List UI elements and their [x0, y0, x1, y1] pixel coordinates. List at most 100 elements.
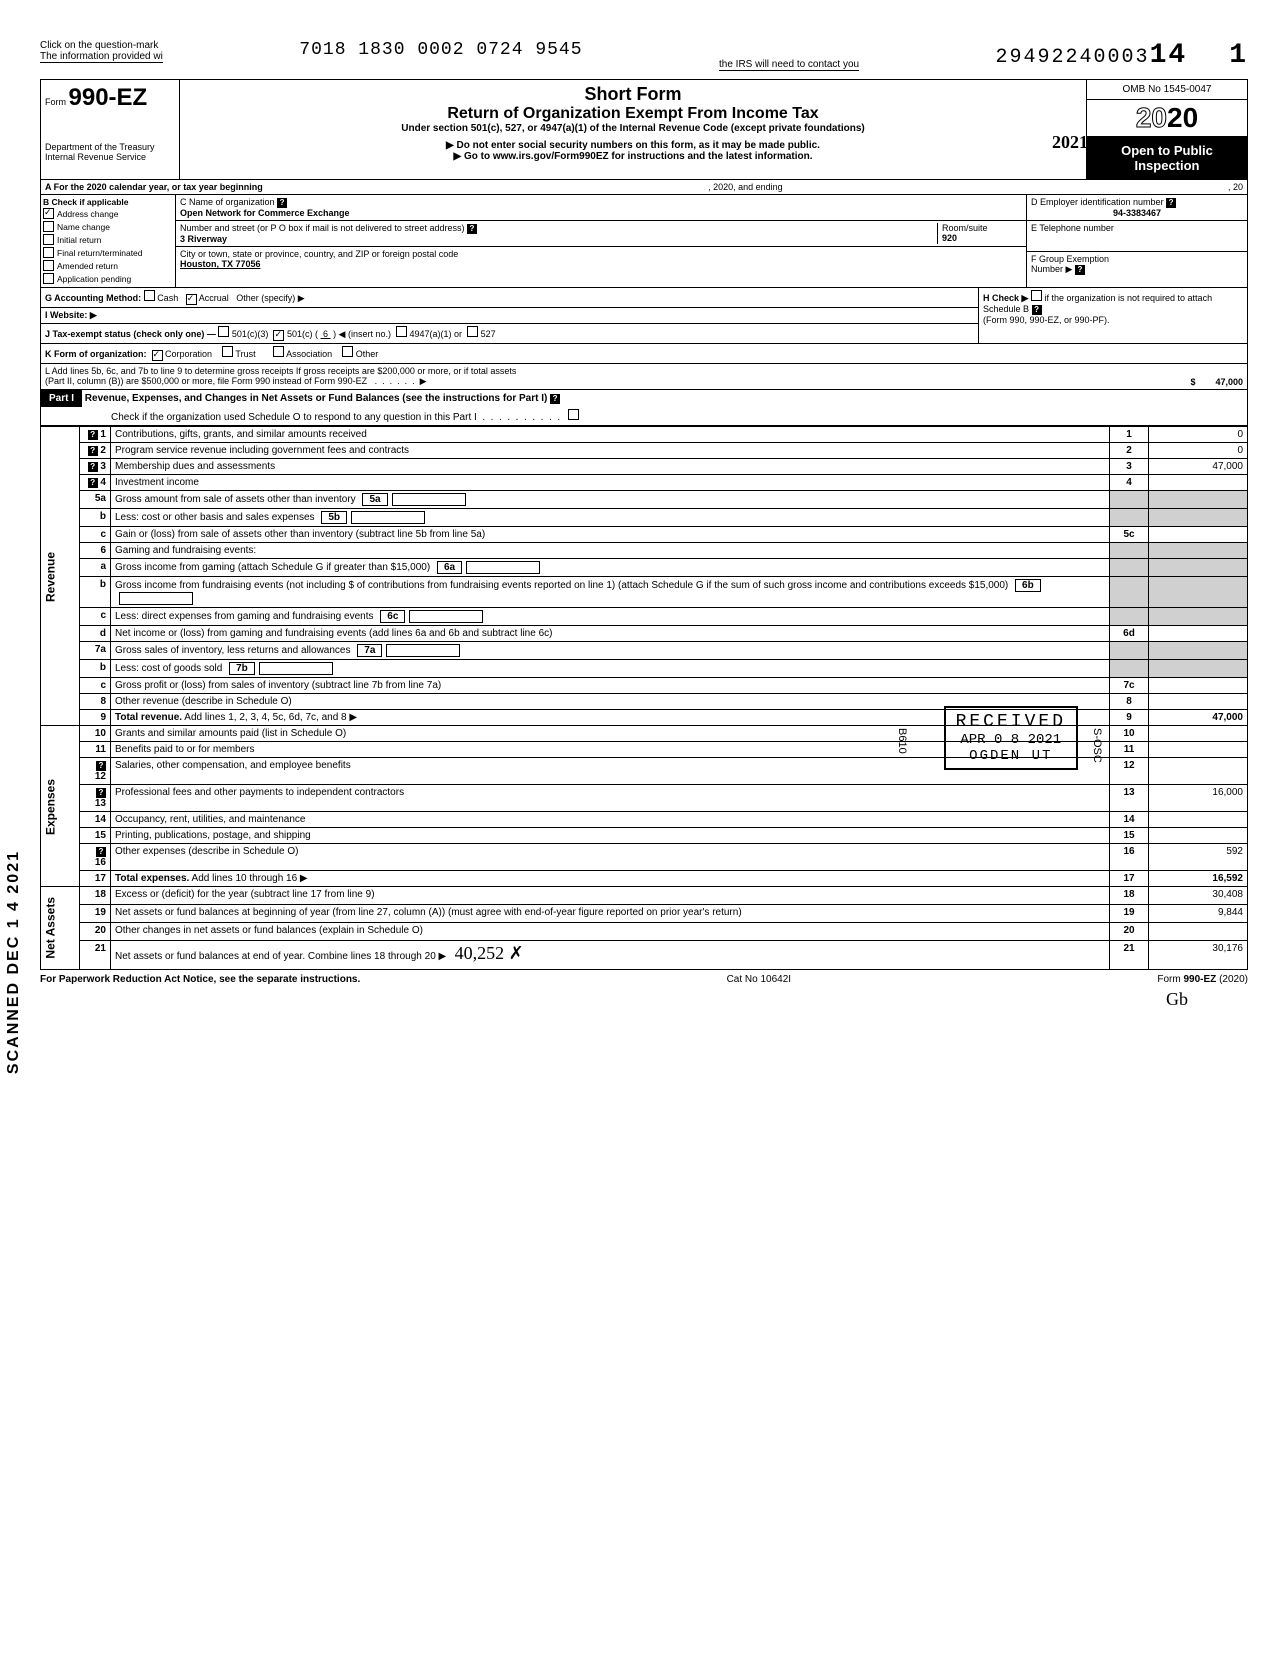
line-box: 5c: [1110, 527, 1149, 543]
line-desc: Less: direct expenses from gaming and fu…: [111, 608, 1110, 626]
scanned-stamp: SCANNED DEC 1 4 2021: [5, 850, 23, 1074]
line-amount-shade: [1149, 559, 1248, 577]
line-desc: Gross amount from sale of assets other t…: [111, 491, 1110, 509]
line-number: ? 1: [80, 427, 111, 443]
stamp-sosc: S-OSC: [1091, 728, 1103, 763]
j-4947: 4947(a)(1) or: [410, 329, 463, 339]
cb-amended[interactable]: [43, 260, 54, 271]
line-desc: Gross income from gaming (attach Schedul…: [111, 559, 1110, 577]
help-icon[interactable]: ?: [550, 394, 560, 404]
cb-address-change[interactable]: [43, 208, 54, 219]
line-amount: 9,844: [1149, 904, 1248, 922]
cb-final-return[interactable]: [43, 247, 54, 258]
line-desc: Total expenses. Add lines 10 through 16 …: [111, 871, 1110, 887]
page-number: 1: [1229, 40, 1248, 71]
line-number: 7a: [80, 642, 111, 660]
help-icon[interactable]: ?: [467, 224, 477, 234]
ssn-warning: ▶ Do not enter social security numbers o…: [446, 140, 820, 151]
line-amount: [1149, 475, 1248, 491]
f-label2: Number ▶: [1031, 264, 1072, 274]
cb-final-return-label: Final return/terminated: [57, 248, 143, 258]
line-amount: [1149, 812, 1248, 828]
line-number: c: [80, 678, 111, 694]
k-label: K Form of organization:: [45, 349, 147, 359]
k-row: K Form of organization: Corporation Trus…: [40, 344, 1248, 364]
cb-schedule-o[interactable]: [568, 409, 579, 420]
line-box: 16: [1110, 844, 1149, 871]
cb-accrual[interactable]: [186, 294, 197, 305]
cb-4947[interactable]: [396, 326, 407, 337]
line-amount: 30,176: [1149, 940, 1248, 969]
cb-initial-return-label: Initial return: [57, 235, 101, 245]
line-number: c: [80, 608, 111, 626]
help-icon[interactable]: ?: [277, 198, 287, 208]
line-number: 17: [80, 871, 111, 887]
cb-pending-label: Application pending: [57, 274, 131, 284]
cb-pending[interactable]: [43, 273, 54, 284]
l-text2: (Part II, column (B)) are $500,000 or mo…: [45, 376, 367, 386]
line-number: c: [80, 527, 111, 543]
line-desc: Program service revenue including govern…: [111, 443, 1110, 459]
line-box-shade: [1110, 491, 1149, 509]
short-form-title: Short Form: [188, 84, 1078, 105]
help-icon[interactable]: ?: [1075, 265, 1085, 275]
cb-trust[interactable]: [222, 346, 233, 357]
g-other: Other (specify) ▶: [236, 293, 304, 303]
line-number: 21: [80, 940, 111, 969]
cb-initial-return[interactable]: [43, 234, 54, 245]
revenue-table: Revenue? 1Contributions, gifts, grants, …: [40, 426, 1248, 970]
line-box: 20: [1110, 922, 1149, 940]
line-desc: Gross profit or (loss) from sales of inv…: [111, 678, 1110, 694]
cb-assoc[interactable]: [273, 346, 284, 357]
cb-corp[interactable]: [152, 350, 163, 361]
d-label: D Employer identification number: [1031, 197, 1164, 207]
cb-schedule-b[interactable]: [1031, 290, 1042, 301]
line-amount: [1149, 742, 1248, 758]
help-icon[interactable]: ?: [1166, 198, 1176, 208]
j-501c3: 501(c)(3): [232, 329, 269, 339]
h-text2: (Form 990, 990-EZ, or 990-PF).: [983, 315, 1110, 325]
form-number: 990-EZ: [69, 84, 148, 111]
line-box-shade: [1110, 543, 1149, 559]
line-desc: Membership dues and assessments: [111, 459, 1110, 475]
line-desc: Other expenses (describe in Schedule O): [111, 844, 1110, 871]
cb-cash[interactable]: [144, 290, 155, 301]
cb-name-change[interactable]: [43, 221, 54, 232]
cb-501c[interactable]: [273, 330, 284, 341]
line-box: 9: [1110, 710, 1149, 726]
c-label: C Name of organization: [180, 197, 275, 207]
year-outline: 20: [1136, 102, 1167, 133]
form-label: Form: [45, 97, 66, 107]
line-box-shade: [1110, 559, 1149, 577]
line-number: b: [80, 509, 111, 527]
footer-form: Form 990-EZ (2020): [1157, 974, 1248, 985]
k-other: Other: [356, 349, 379, 359]
line-amount: [1149, 828, 1248, 844]
doc-id-prefix: 29492240003: [996, 46, 1150, 69]
help-icon[interactable]: ?: [1032, 305, 1042, 315]
cb-other[interactable]: [342, 346, 353, 357]
street-label: Number and street (or P O box if mail is…: [180, 223, 464, 233]
section-label: Net Assets: [41, 887, 80, 970]
l-row: L Add lines 5b, 6c, and 7b to line 9 to …: [40, 364, 1248, 390]
cb-527[interactable]: [467, 326, 478, 337]
k-trust: Trust: [235, 349, 255, 359]
line-box: 8: [1110, 694, 1149, 710]
k-assoc: Association: [286, 349, 332, 359]
line-desc: Excess or (deficit) for the year (subtra…: [111, 887, 1110, 905]
cb-501c3[interactable]: [218, 326, 229, 337]
line-a-end: , 20: [1228, 182, 1243, 192]
j-insert: ) ◀ (insert no.): [333, 329, 391, 339]
line-number: 20: [80, 922, 111, 940]
line-desc: Net assets or fund balances at end of ye…: [111, 940, 1110, 969]
line-amount: [1149, 626, 1248, 642]
line-box: 6d: [1110, 626, 1149, 642]
line-box: 13: [1110, 785, 1149, 812]
line-amount: 47,000: [1149, 459, 1248, 475]
handwritten-year: 2021: [1052, 132, 1088, 153]
street: 3 Riverway: [180, 234, 227, 244]
line-box: 10: [1110, 726, 1149, 742]
line-box-shade: [1110, 608, 1149, 626]
line-box: 2: [1110, 443, 1149, 459]
line-box: 21: [1110, 940, 1149, 969]
